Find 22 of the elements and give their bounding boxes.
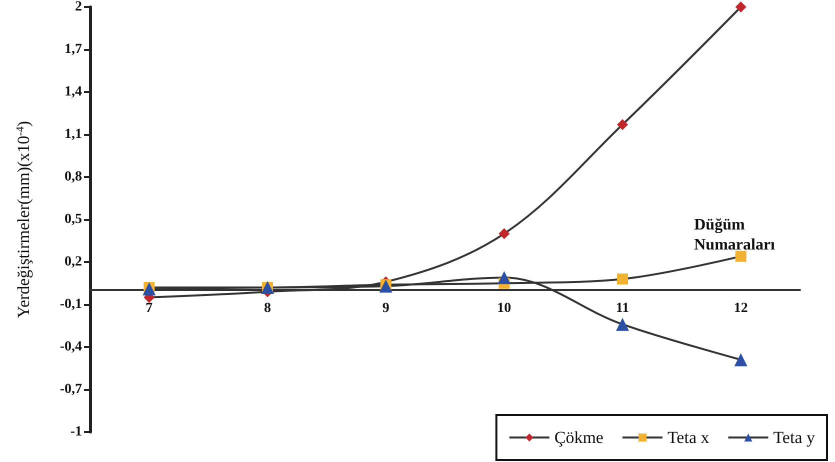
y-tick-label: 0,8: [64, 170, 82, 184]
y-tick-label: -0,4: [60, 340, 82, 354]
x-tick-label: 12: [734, 300, 748, 316]
legend-label: Teta y: [773, 428, 816, 447]
y-tick-label: -0,1: [60, 297, 82, 312]
y-tick-label: 1,4: [64, 84, 82, 100]
y-tick-label: -0,7: [60, 382, 82, 397]
x-tick-label: 7: [146, 300, 153, 316]
y-tick-label: 0,5: [64, 212, 82, 227]
y-axis-title: Yerdeğiştirmeler(mm)(x10-4): [14, 120, 33, 318]
y-tick-label: 2: [75, 0, 82, 14]
legend-label: Teta x: [667, 428, 710, 447]
x-tick-label: 8: [264, 300, 271, 316]
y-tick-label: 0,2: [64, 254, 82, 270]
x-tick-label: 11: [616, 300, 630, 316]
legend-label: Çökme: [554, 428, 604, 447]
x-axis-title: Düğüm Numaraları: [694, 216, 776, 254]
y-tick-label: 1,1: [64, 127, 82, 142]
x-tick-label: 10: [497, 300, 512, 316]
y-tick-label: 1,7: [64, 42, 82, 57]
y-tick-label: -1: [70, 424, 82, 440]
x-tick-label: 9: [382, 300, 390, 316]
